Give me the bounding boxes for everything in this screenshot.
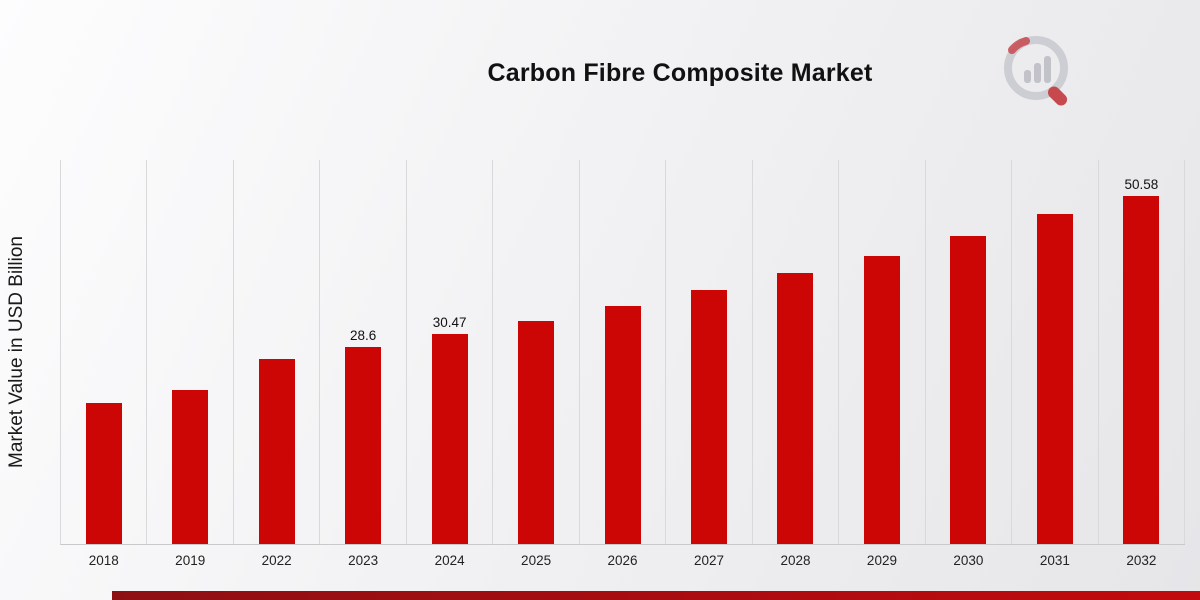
bar-2030 (950, 236, 987, 544)
bar-2029 (863, 255, 900, 544)
category-slot-2025: 2025 (493, 160, 580, 568)
category-slot-2018: 2018 (61, 160, 148, 568)
bar-2022 (258, 358, 295, 544)
bar-2018 (85, 402, 122, 544)
x-tick-label-2030: 2030 (953, 553, 984, 568)
bar-value-label: 30.47 (432, 315, 467, 331)
bar-2032: 50.58 (1123, 177, 1160, 544)
x-tick-label-2018: 2018 (88, 553, 119, 568)
bar-2019 (172, 389, 209, 544)
bar-value-label: 28.6 (350, 328, 377, 344)
bar-value-label: 50.58 (1124, 176, 1159, 192)
plot-area: 2018 2019 2022 28.6 2023 30.47 2024 2025 2026 202… (60, 160, 1186, 568)
category-slot-2027: 2027 (666, 160, 753, 568)
category-slot-2019: 2019 (147, 160, 234, 568)
category-slot-2023: 28.6 2023 (320, 160, 407, 568)
x-tick-label-2025: 2025 (521, 553, 552, 568)
x-tick-label-2029: 2029 (866, 553, 897, 568)
bar-2027 (691, 290, 728, 544)
bar-2026 (604, 305, 641, 544)
bar-2023: 28.6 (345, 328, 382, 544)
category-slot-2030: 2030 (926, 160, 1013, 568)
market-research-logo-icon (996, 28, 1082, 114)
x-tick-label-2019: 2019 (175, 553, 206, 568)
x-tick-label-2031: 2031 (1039, 553, 1070, 568)
bottom-accent-stripe (112, 591, 1200, 600)
y-axis-label: Market Value in USD Billion (6, 236, 27, 469)
category-slot-2032: 50.58 2032 (1099, 160, 1186, 568)
x-tick-label-2023: 2023 (348, 553, 379, 568)
bar-2025 (518, 320, 555, 544)
category-slot-2029: 2029 (839, 160, 926, 568)
bar-2028 (777, 272, 814, 544)
category-slot-2026: 2026 (580, 160, 667, 568)
x-tick-label-2022: 2022 (261, 553, 292, 568)
chart-title: Carbon Fibre Composite Market (487, 58, 873, 87)
category-slot-2022: 2022 (234, 160, 321, 568)
magnifier-barchart-icon (1004, 36, 1068, 106)
category-slot-2024: 30.47 2024 (407, 160, 494, 568)
x-tick-label-2032: 2032 (1126, 553, 1157, 568)
x-tick-label-2027: 2027 (693, 553, 725, 568)
category-slot-2028: 2028 (753, 160, 840, 568)
category-slot-2031: 2031 (1012, 160, 1099, 568)
bar-2031 (1036, 214, 1073, 544)
bar-2024: 30.47 (431, 315, 468, 544)
x-tick-label-2026: 2026 (607, 553, 638, 568)
x-tick-label-2024: 2024 (434, 553, 465, 568)
x-tick-label-2028: 2028 (780, 553, 811, 568)
